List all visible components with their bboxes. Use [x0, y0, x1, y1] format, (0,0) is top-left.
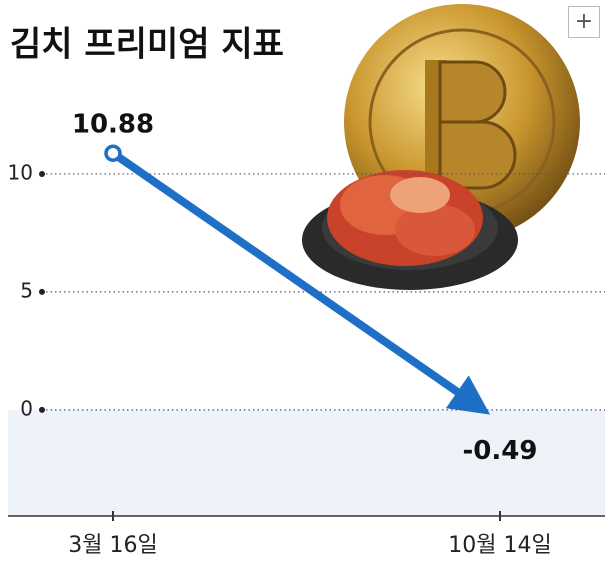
value-label: -0.49	[463, 436, 538, 466]
y-tick-mark	[39, 170, 45, 177]
x-tick-label: 3월 16일	[68, 533, 157, 558]
y-tick-label: 5	[20, 278, 33, 302]
kimchi-illustration	[302, 170, 518, 290]
y-tick-label: 10	[8, 160, 33, 184]
negative-area	[8, 409, 605, 516]
y-tick-label: 0	[20, 396, 33, 420]
y-tick-mark	[39, 406, 45, 413]
zoom-button[interactable]: +	[568, 6, 600, 38]
x-tick-label: 10월 14일	[448, 533, 551, 558]
chart-title: 김치 프리미엄 지표	[10, 25, 284, 65]
line	[110, 149, 491, 415]
start-point	[104, 144, 122, 162]
y-tick-mark	[39, 288, 45, 295]
value-label: 10.88	[72, 110, 154, 140]
